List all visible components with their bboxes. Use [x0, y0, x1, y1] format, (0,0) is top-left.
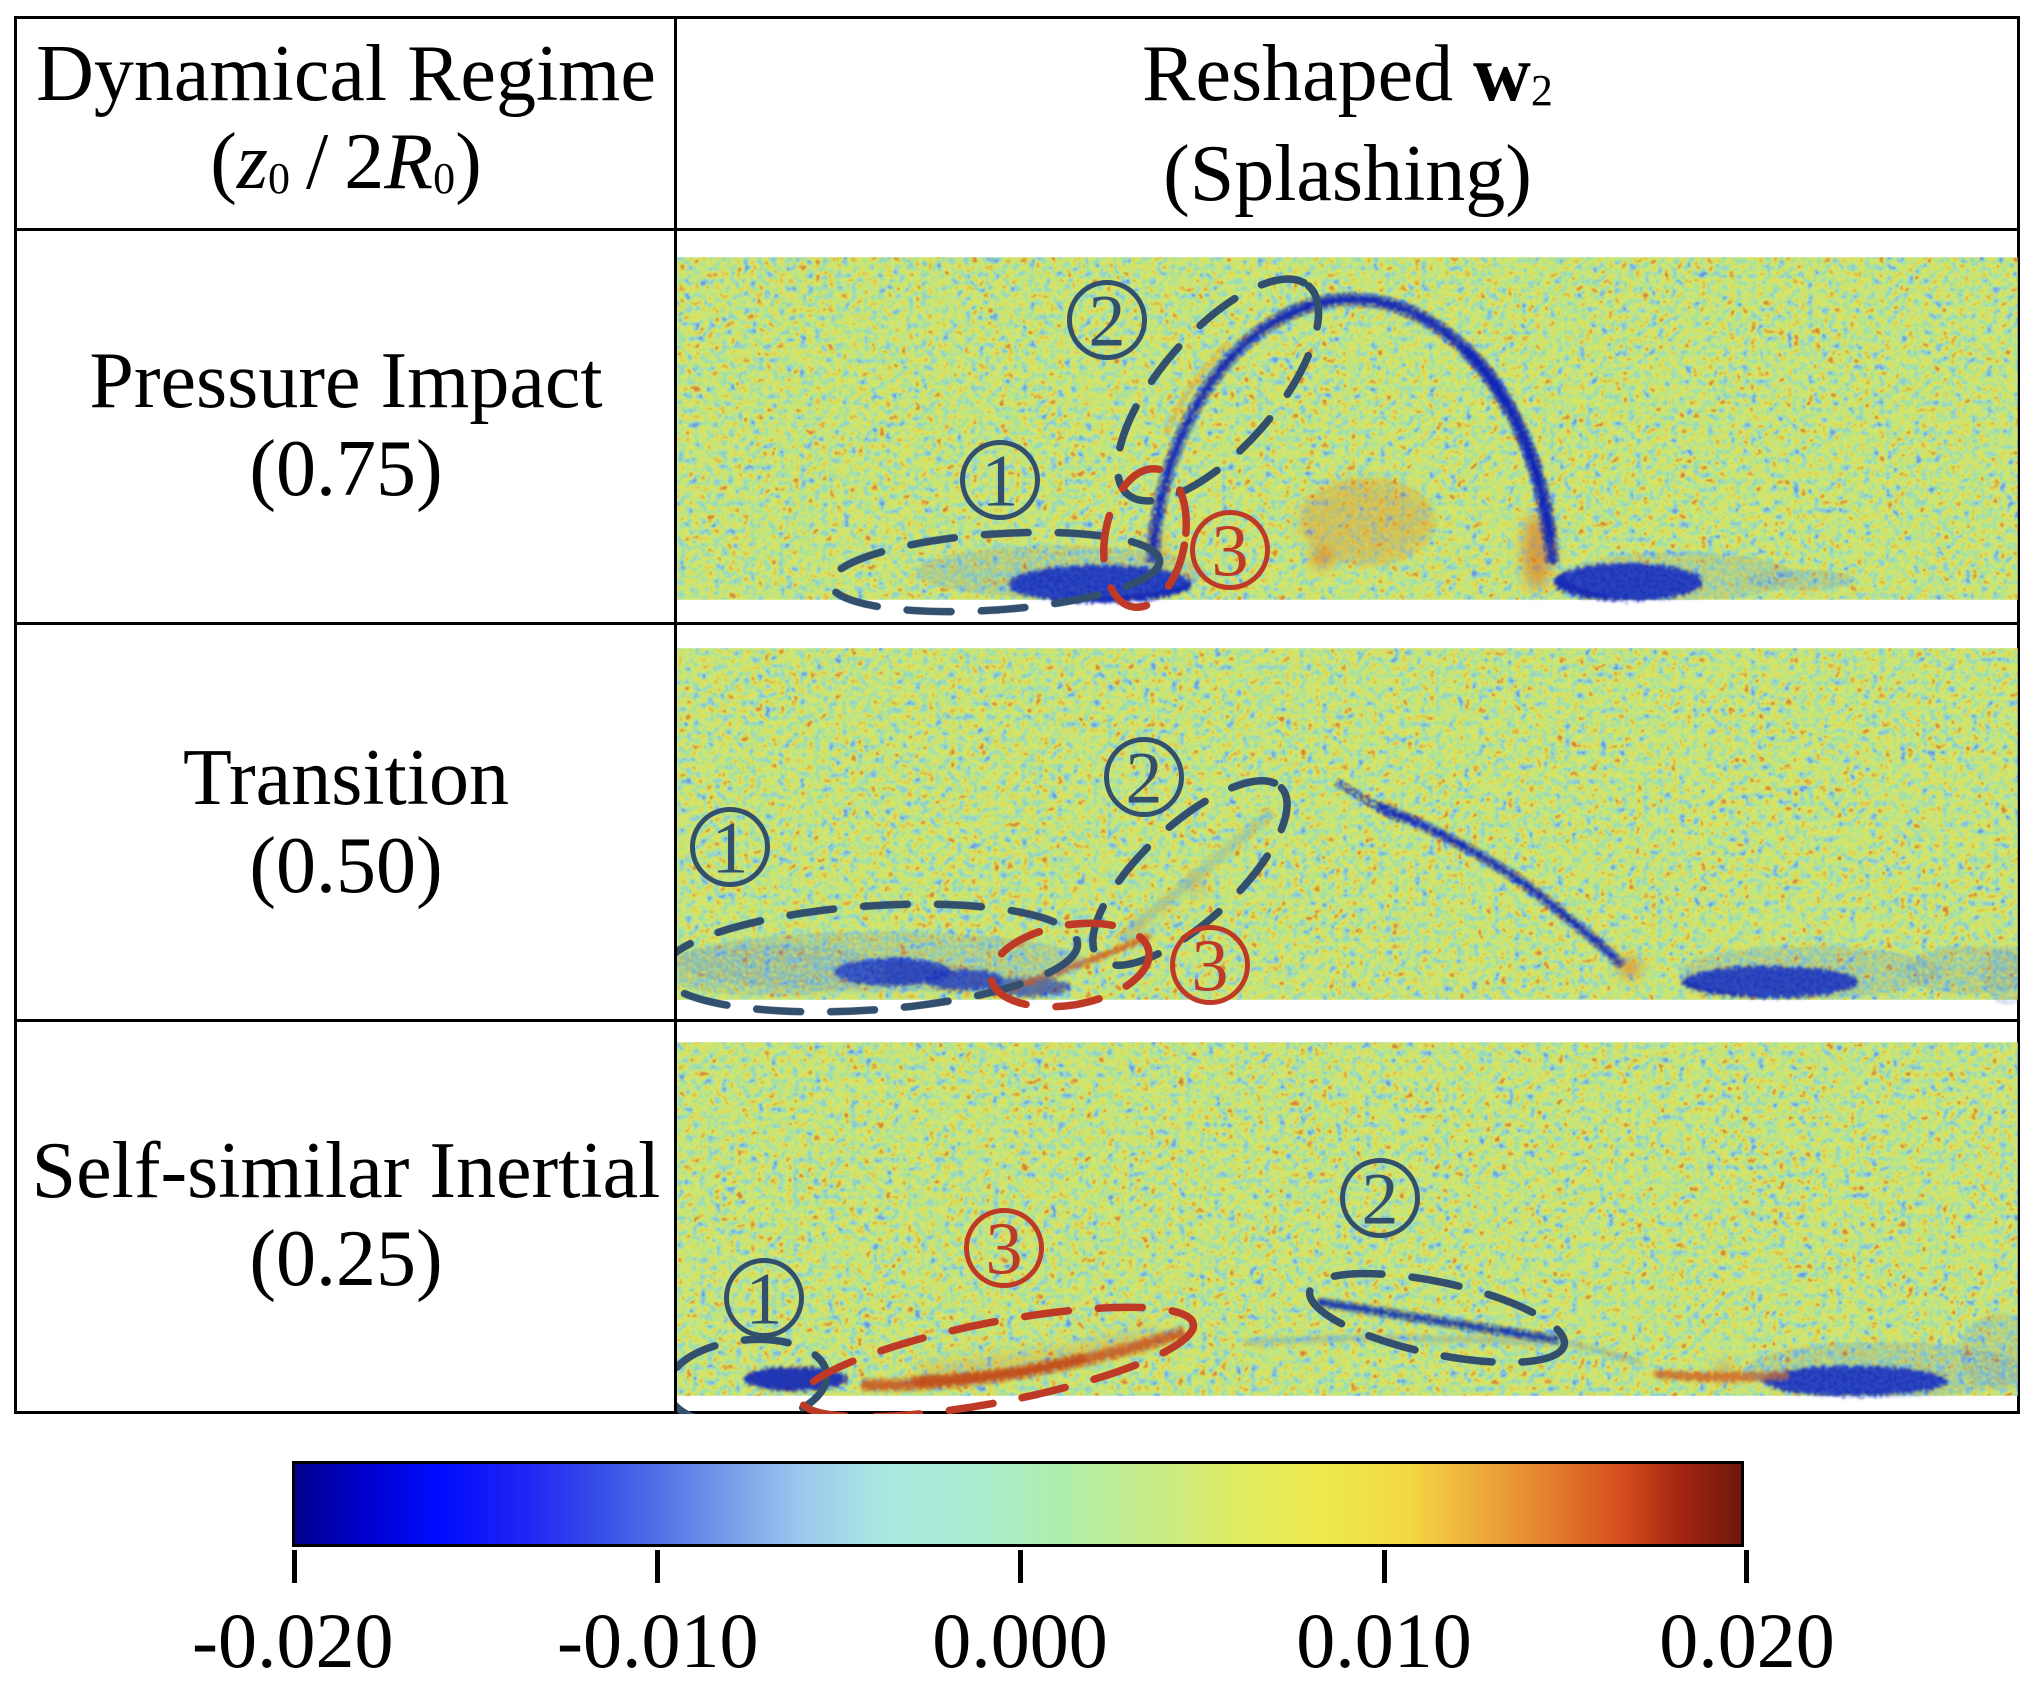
svg-text:2: 2	[1089, 281, 1126, 363]
svg-text:3: 3	[1192, 926, 1229, 1008]
svg-text:2: 2	[1126, 738, 1163, 820]
svg-text:1: 1	[712, 808, 749, 890]
svg-text:2: 2	[1362, 1159, 1399, 1241]
svg-text:1: 1	[746, 1259, 783, 1341]
svg-text:3: 3	[1212, 511, 1249, 593]
svg-text:3: 3	[986, 1209, 1023, 1291]
svg-text:1: 1	[982, 441, 1019, 523]
